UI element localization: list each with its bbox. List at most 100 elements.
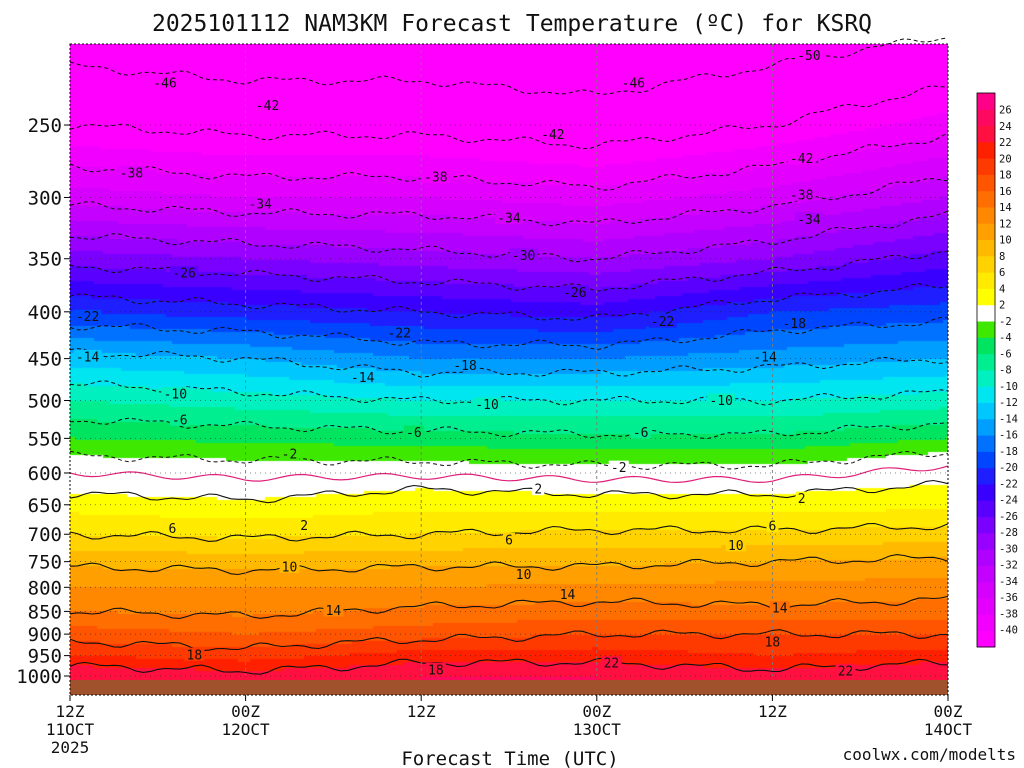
x-tick-label: 12Z <box>758 702 787 721</box>
colorbar-swatch <box>977 532 995 550</box>
contour-label: -22 <box>388 327 411 342</box>
contour-label-bg <box>117 165 146 179</box>
colorbar-tick-label: -22 <box>999 478 1018 490</box>
contour-label-bg <box>161 387 190 401</box>
contour-label-bg <box>794 212 823 226</box>
x-tick-label: 00Z <box>231 702 260 721</box>
contour-label-bg <box>608 460 629 474</box>
contour-label: -18 <box>783 317 806 332</box>
contour-label-bg <box>794 48 823 62</box>
colorbar-swatch <box>977 484 995 501</box>
temperature-field <box>70 44 948 695</box>
colorbar-swatch <box>977 565 995 583</box>
contour-label: -50 <box>797 49 820 64</box>
contour-label: -26 <box>172 267 195 282</box>
contour-label-bg <box>385 326 414 340</box>
contour-label: -6 <box>172 413 188 428</box>
contour-label: -42 <box>256 99 279 114</box>
contour-label-bg <box>648 314 677 328</box>
colorbar-tick-label: -26 <box>999 511 1018 523</box>
colorbar-tick-label: 18 <box>999 170 1012 182</box>
contour-label-bg <box>769 601 790 615</box>
colorbar-tick-label: 14 <box>999 202 1012 214</box>
contour-label: -34 <box>797 213 821 228</box>
contour-label-bg <box>835 663 856 677</box>
colorbar-tick-label: -12 <box>999 397 1018 409</box>
contour-label: -38 <box>424 171 447 186</box>
colorbar-tick-label: 24 <box>999 121 1012 133</box>
contour-label-bg <box>451 358 480 372</box>
x-tick-label: 11OCT <box>46 720 95 739</box>
x-tick-label: 13OCT <box>573 720 622 739</box>
contour-label: -10 <box>164 388 187 403</box>
isotherm-22 <box>69 657 949 675</box>
contour-label: 22 <box>838 664 854 679</box>
colorbar-tick-label: -14 <box>999 413 1018 425</box>
contour-label: -42 <box>790 152 813 167</box>
isotherm-14 <box>69 595 949 619</box>
x-tick-label: 00Z <box>582 702 611 721</box>
contour-label-bg <box>473 397 502 411</box>
x-tick-label: 12Z <box>56 702 85 721</box>
colorbar-swatch <box>977 93 995 110</box>
y-tick-label: 600 <box>28 463 62 485</box>
contour-label: 10 <box>282 560 298 575</box>
colorbar-swatch <box>977 402 995 420</box>
plot-frame <box>69 43 949 696</box>
isotherm-10 <box>69 554 949 576</box>
contour-label: 10 <box>728 539 744 554</box>
contour-label-bg <box>630 425 651 439</box>
contour-label: 18 <box>187 648 203 663</box>
contour-label: 2 <box>798 492 806 507</box>
plot-area: -46 -42 -38 -34 -26 -22 -14 -10 -6 -2 -38 -34 -30 -22… <box>69 37 949 696</box>
x-tick-label: 2025 <box>51 738 90 757</box>
contour-label: -46 <box>622 77 645 92</box>
contour-label: -2 <box>282 447 298 462</box>
colorbar-tick-label: -24 <box>999 495 1018 507</box>
y-tick-label: 850 <box>28 601 62 623</box>
contour-label-bg <box>348 370 377 384</box>
contour-label: 2 <box>534 483 542 498</box>
colorbar-swatch <box>977 370 995 387</box>
isotherm-minus-22 <box>69 283 949 321</box>
colorbar-tick-label: -18 <box>999 446 1018 458</box>
contour-label: -22 <box>76 310 99 325</box>
contour-label: -10 <box>709 394 732 409</box>
ground-band <box>70 679 948 695</box>
y-tick-label: 350 <box>28 249 62 271</box>
y-tick-label: 250 <box>28 115 62 137</box>
contour-label: 6 <box>505 533 513 548</box>
contour-label-bg <box>279 559 300 573</box>
contour-label: 14 <box>772 602 788 617</box>
y-tick-label: 800 <box>28 577 62 599</box>
chart-title: 2025101112 NAM3KM Forecast Temperature (… <box>152 11 872 37</box>
contour-label-bg <box>503 532 515 546</box>
contour-label: 10 <box>516 568 532 583</box>
contour-label-bg <box>421 170 450 184</box>
isotherm-minus-18 <box>69 316 949 351</box>
colorbar-swatch <box>977 467 995 485</box>
y-tick-label: 300 <box>28 187 62 209</box>
y-tick-label: 700 <box>28 524 62 546</box>
colorbar-swatch <box>977 288 995 306</box>
contour-label-bg <box>151 76 180 90</box>
colorbar-swatch <box>977 223 995 241</box>
contour-label-bg <box>766 519 779 533</box>
contour-label: -34 <box>497 212 521 227</box>
colorbar-tick-label: 6 <box>999 267 1005 279</box>
contour-label-bg <box>787 187 816 201</box>
contour-label-bg <box>170 266 199 280</box>
contour-label: 2 <box>300 519 308 534</box>
contour-label: 6 <box>768 520 776 535</box>
x-tick-label: 14OCT <box>924 720 973 739</box>
colorbar-swatch <box>977 239 995 257</box>
contour-label: -30 <box>512 249 535 264</box>
contour-label: -14 <box>753 350 777 365</box>
isotherm-minus-2 <box>69 450 949 470</box>
contour-label: -38 <box>120 166 143 181</box>
colorbar-tick-label: 22 <box>999 137 1012 149</box>
colorbar-tick-label: 8 <box>999 251 1005 263</box>
colorbar-swatch <box>977 337 995 355</box>
freezing-line <box>69 465 949 484</box>
